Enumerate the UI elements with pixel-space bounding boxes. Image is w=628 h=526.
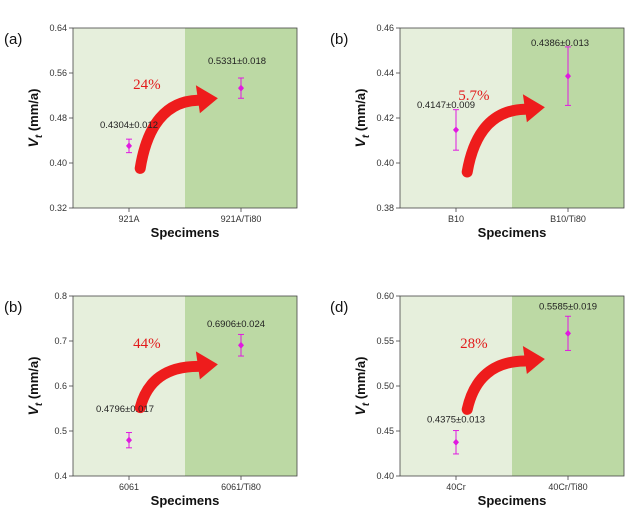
- y-tick-label: 0.5: [54, 426, 67, 436]
- x-tick-label: 6061/Ti80: [221, 482, 261, 492]
- y-tick-label: 0.48: [49, 113, 67, 123]
- y-tick-label: 0.38: [376, 203, 394, 213]
- x-tick-label: B10/Ti80: [550, 214, 586, 224]
- y-tick-label: 0.7: [54, 336, 67, 346]
- data-value-label: 0.6906±0.024: [207, 319, 265, 330]
- y-tick-label: 0.44: [376, 68, 394, 78]
- panel-label: (b): [330, 31, 348, 48]
- x-tick-label: 921A/Ti80: [221, 214, 262, 224]
- chart-panel: 0.38 0.40 0.42 0.44 0.46 B10 B10/Ti80Specimens…: [330, 23, 625, 240]
- increase-arrow-head: [195, 351, 218, 380]
- y-axis-symbol: V: [352, 404, 368, 415]
- y-tick-label: 0.50: [376, 381, 394, 391]
- panel-label: (b): [4, 299, 22, 316]
- increase-arrow-head: [195, 85, 218, 114]
- x-axis-title: Specimens: [478, 493, 547, 508]
- data-value-label: 0.4304±0.012: [100, 120, 158, 131]
- y-tick-label: 0.46: [376, 23, 394, 33]
- y-tick-label: 0.40: [49, 158, 67, 168]
- y-tick-label: 0.8: [54, 291, 67, 301]
- increase-arrow-head: [522, 346, 545, 374]
- y-tick-label: 0.42: [376, 113, 394, 123]
- data-point: [238, 84, 244, 92]
- y-axis-subscript: t: [361, 402, 372, 406]
- y-tick-label: 0.32: [49, 203, 67, 213]
- data-point: [126, 436, 132, 444]
- y-axis-symbol: V: [25, 404, 41, 415]
- increase-percent-label: 44%: [133, 336, 161, 352]
- increase-percent-label: 5.7%: [458, 88, 489, 104]
- y-tick-label: 0.55: [376, 336, 394, 346]
- y-tick-label: 0.4: [54, 471, 67, 481]
- background-band-right: [185, 28, 297, 208]
- y-axis-title: Vt (mm/a): [25, 357, 45, 416]
- x-tick-label: 6061: [119, 482, 139, 492]
- y-axis-symbol: V: [25, 136, 41, 147]
- y-axis-subscript: t: [34, 134, 45, 138]
- y-axis-unit: (mm/a): [26, 89, 41, 135]
- y-tick-label: 0.40: [376, 158, 394, 168]
- data-point: [565, 329, 571, 337]
- y-tick-label: 0.6: [54, 381, 67, 391]
- background-band-right: [185, 296, 297, 476]
- x-tick-label: 40Cr: [446, 482, 466, 492]
- increase-arrow: [461, 103, 531, 178]
- data-point: [565, 72, 571, 80]
- y-axis-title: Vt (mm/a): [25, 89, 45, 148]
- y-axis-unit: (mm/a): [26, 357, 41, 403]
- data-value-label: 0.4386±0.013: [531, 38, 589, 49]
- panel-label: (d): [330, 299, 348, 316]
- increase-arrow: [134, 94, 204, 174]
- x-tick-label: B10: [448, 214, 464, 224]
- increase-arrow: [461, 355, 531, 415]
- x-tick-label: 40Cr/Ti80: [548, 482, 587, 492]
- y-axis-subscript: t: [361, 134, 372, 138]
- y-axis-symbol: V: [352, 136, 368, 147]
- y-axis-subscript: t: [34, 402, 45, 406]
- data-value-label: 0.4796±0.017: [96, 404, 154, 415]
- background-band-left: [73, 296, 185, 476]
- data-point: [126, 142, 132, 150]
- increase-percent-label: 28%: [460, 336, 488, 352]
- increase-arrow: [134, 360, 204, 414]
- x-axis-title: Specimens: [478, 225, 547, 240]
- increase-percent-label: 24%: [133, 77, 161, 93]
- y-tick-label: 0.64: [49, 23, 67, 33]
- data-value-label: 0.5331±0.018: [208, 56, 266, 67]
- y-tick-label: 0.40: [376, 471, 394, 481]
- y-axis-unit: (mm/a): [353, 357, 368, 403]
- panel-label: (a): [4, 31, 22, 48]
- data-point: [238, 341, 244, 349]
- y-tick-label: 0.56: [49, 68, 67, 78]
- chart-panel: 0.40 0.45 0.50 0.55 0.60 40Cr 40Cr/Ti80Specime…: [330, 291, 625, 508]
- data-value-label: 0.4375±0.013: [427, 414, 485, 425]
- y-axis-unit: (mm/a): [353, 89, 368, 135]
- x-axis-title: Specimens: [151, 493, 220, 508]
- data-value-label: 0.5585±0.019: [539, 301, 597, 312]
- x-axis-title: Specimens: [151, 225, 220, 240]
- background-band-left: [73, 28, 185, 208]
- y-axis-title: Vt (mm/a): [352, 89, 372, 148]
- y-axis-title: Vt (mm/a): [352, 357, 372, 416]
- y-tick-label: 0.45: [376, 426, 394, 436]
- data-point: [453, 126, 459, 134]
- chart-panel: 0.32 0.40 0.48 0.56 0.64 921A 921A/Ti80Specime…: [4, 23, 298, 240]
- data-value-label: 0.4147±0.009: [417, 100, 475, 111]
- y-tick-label: 0.60: [376, 291, 394, 301]
- data-point: [453, 438, 459, 446]
- x-tick-label: 921A: [118, 214, 139, 224]
- increase-arrow-head: [522, 94, 545, 123]
